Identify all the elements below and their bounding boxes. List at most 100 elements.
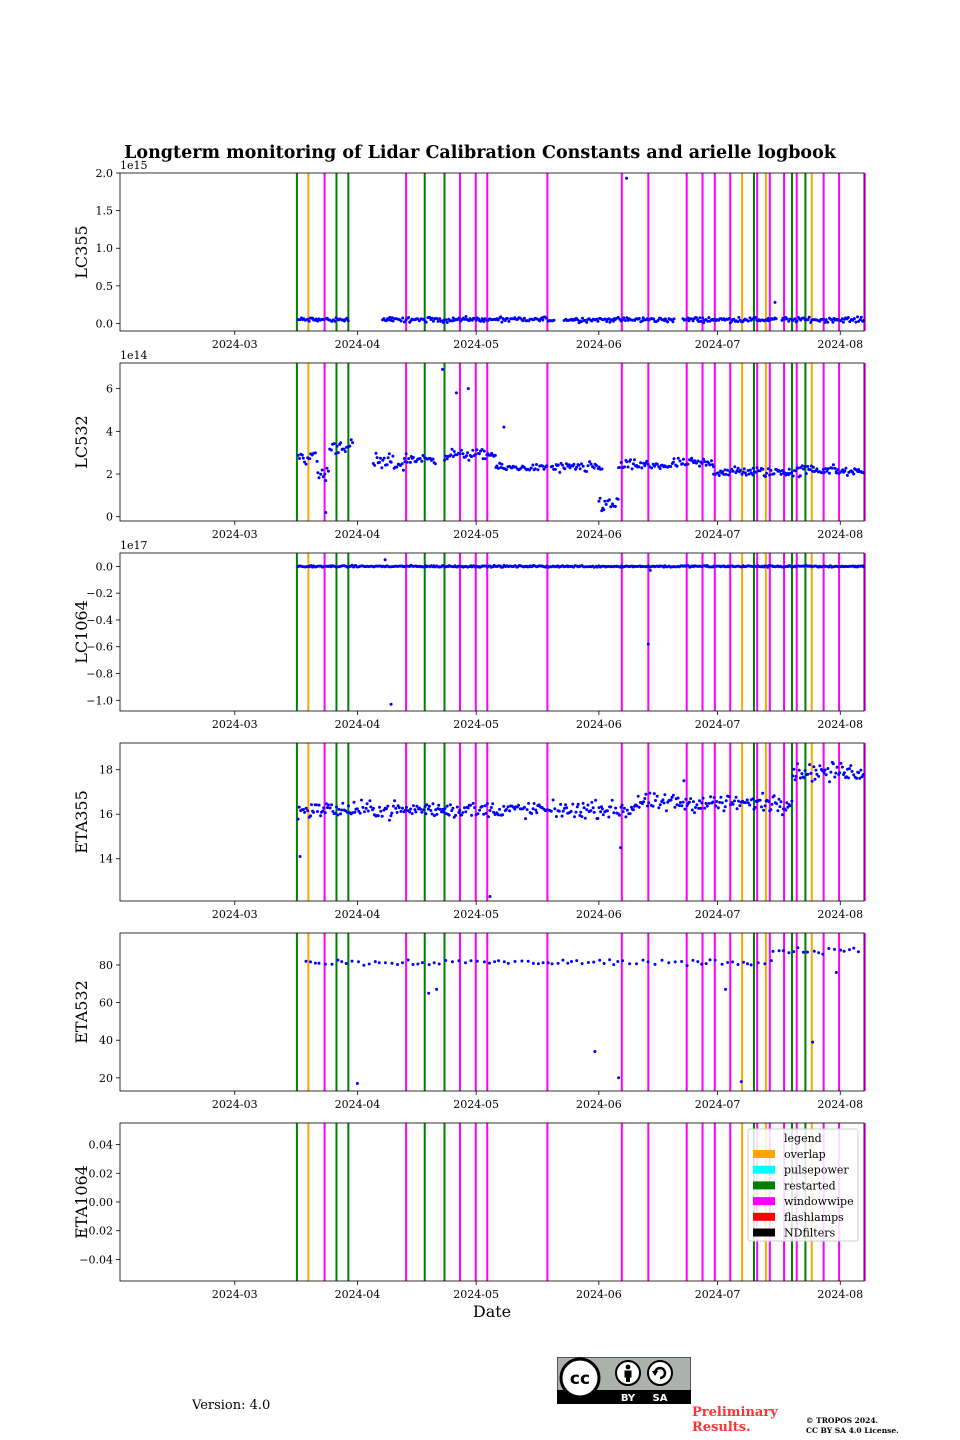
data-point xyxy=(380,466,384,470)
data-point xyxy=(825,469,829,473)
data-point xyxy=(778,805,782,809)
data-point xyxy=(708,958,712,962)
data-point xyxy=(820,769,824,773)
data-point xyxy=(636,794,640,798)
data-point xyxy=(330,962,334,966)
data-point xyxy=(580,962,584,966)
data-point xyxy=(817,951,821,955)
data-point xyxy=(451,455,455,458)
legend-label-restarted: restarted xyxy=(784,1179,836,1192)
data-point xyxy=(467,458,471,462)
data-point xyxy=(304,806,308,810)
plot-area xyxy=(120,743,864,901)
data-point xyxy=(719,795,723,799)
data-point xyxy=(566,961,570,965)
data-point xyxy=(368,799,372,803)
data-point xyxy=(477,452,481,456)
data-point xyxy=(315,803,318,807)
data-point xyxy=(731,802,735,806)
data-point xyxy=(728,470,732,474)
data-point xyxy=(604,502,608,506)
data-point xyxy=(408,460,412,464)
data-point xyxy=(496,318,500,322)
data-point xyxy=(424,320,428,324)
data-point xyxy=(849,764,853,768)
data-point xyxy=(431,457,435,461)
data-point xyxy=(778,469,782,473)
data-point xyxy=(534,808,538,812)
data-point xyxy=(684,797,688,801)
data-point xyxy=(854,320,858,324)
data-point xyxy=(388,315,392,319)
data-point xyxy=(373,960,377,964)
data-point xyxy=(579,320,583,324)
data-point xyxy=(621,810,625,814)
data-point xyxy=(600,467,604,471)
data-point xyxy=(455,805,459,809)
data-point xyxy=(296,817,300,821)
data-point xyxy=(751,466,755,470)
data-point xyxy=(396,963,399,966)
data-point xyxy=(726,468,730,472)
x-tick-label: 2024-07 xyxy=(695,1288,741,1301)
data-point xyxy=(806,464,810,468)
data-point xyxy=(742,960,745,964)
data-point xyxy=(766,316,770,320)
data-point xyxy=(683,807,687,811)
data-point xyxy=(505,317,509,320)
data-point xyxy=(457,316,461,320)
data-point xyxy=(666,320,670,324)
data-point xyxy=(386,456,390,460)
data-point xyxy=(470,455,473,459)
data-point xyxy=(582,806,586,810)
data-point xyxy=(731,960,735,964)
data-point xyxy=(859,768,863,772)
data-point xyxy=(678,801,682,804)
data-point xyxy=(703,460,707,464)
data-point xyxy=(695,803,699,807)
panel-lc532: 0 2 4 6 LC532 1e14 2024-03 2024-04 2024-05 2024-0… xyxy=(72,349,866,541)
data-point xyxy=(643,464,647,468)
data-point xyxy=(612,811,616,815)
legend-swatch-NDfilters xyxy=(753,1228,775,1237)
legend-swatch-flashlamps xyxy=(753,1212,775,1221)
data-point xyxy=(850,769,854,773)
data-point xyxy=(463,317,467,321)
data-point xyxy=(700,962,704,966)
data-point xyxy=(306,809,310,813)
data-point xyxy=(716,806,720,810)
data-point xyxy=(641,958,645,962)
data-point xyxy=(773,300,777,304)
data-point xyxy=(828,780,831,784)
y-tick-label: 1.0 xyxy=(96,242,114,255)
data-point xyxy=(613,505,617,508)
data-point xyxy=(345,316,349,320)
data-point xyxy=(671,460,675,464)
data-point xyxy=(731,469,735,473)
y-tick-label: 2 xyxy=(106,468,113,481)
data-point xyxy=(626,465,630,469)
data-point xyxy=(777,797,781,801)
data-point xyxy=(748,316,752,320)
data-point xyxy=(792,950,796,954)
data-point xyxy=(672,317,676,321)
data-point xyxy=(646,804,649,808)
data-point xyxy=(304,959,308,963)
data-point xyxy=(813,777,817,781)
data-point xyxy=(669,798,673,802)
data-point xyxy=(821,952,825,956)
data-point xyxy=(391,319,395,323)
x-tick-label: 2024-07 xyxy=(695,718,741,731)
data-point xyxy=(676,796,680,800)
axes-frame xyxy=(119,552,865,712)
data-point xyxy=(316,471,320,475)
data-point xyxy=(681,462,684,466)
data-point xyxy=(464,315,468,318)
data-point xyxy=(586,803,590,807)
x-tick-label: 2024-05 xyxy=(453,338,499,351)
data-point xyxy=(833,466,837,470)
data-point xyxy=(602,962,606,965)
data-point xyxy=(671,793,675,797)
data-point xyxy=(758,798,762,802)
x-tick-label: 2024-03 xyxy=(212,908,258,921)
